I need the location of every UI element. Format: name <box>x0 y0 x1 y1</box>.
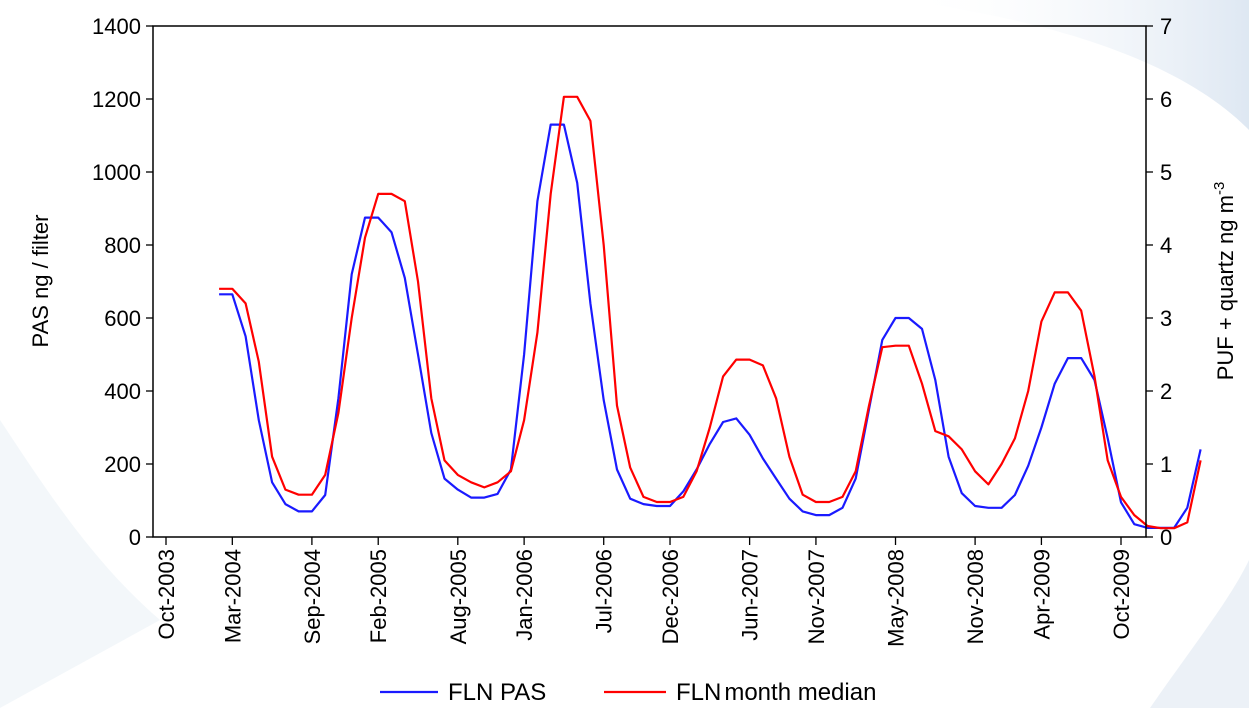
x-tick-label: Jan-2006 <box>512 549 537 641</box>
y-right-tick-label: 7 <box>1160 14 1172 39</box>
legend: FLN PAS FLN month median <box>380 679 876 706</box>
y-left-tick-label: 1400 <box>92 14 141 39</box>
x-tick-label: Feb-2005 <box>366 549 391 643</box>
x-tick-label: Nov-2008 <box>963 549 988 644</box>
y-left-tick-label: 800 <box>104 233 141 258</box>
series-line-fln-pas <box>219 123 1202 530</box>
legend-label-pas: FLN PAS <box>448 679 546 706</box>
y-right-tick-label: 2 <box>1160 379 1172 404</box>
plot-frame <box>152 25 1147 538</box>
y-right-tick-label: 5 <box>1160 160 1172 185</box>
y-left-axis-title: PAS ng / filter <box>28 215 53 348</box>
y-left-tick-label: 400 <box>104 379 141 404</box>
x-tick-label: Aug-2005 <box>446 549 471 644</box>
y-left-tick-label: 1000 <box>92 160 141 185</box>
x-tick-label: Nov-2007 <box>804 549 829 644</box>
x-axis: Oct-2003 Mar-2004 Sep-2004 Feb-2005 Aug-2005… <box>154 537 1134 647</box>
x-tick-label: May-2008 <box>884 549 909 647</box>
y-right-tick-label: 1 <box>1160 452 1172 477</box>
x-tick-label: Oct-2009 <box>1109 549 1134 640</box>
y-left-tick-label: 600 <box>104 306 141 331</box>
y-right-tick-label: 0 <box>1160 525 1172 550</box>
y-left-tick-label: 1200 <box>92 87 141 112</box>
x-tick-label: Jun-2007 <box>738 549 763 641</box>
x-tick-label: Dec-2006 <box>658 549 683 644</box>
y-left-tick-label: 0 <box>129 525 141 550</box>
x-tick-label: Apr-2009 <box>1029 549 1054 640</box>
series-line-fln-month-median <box>219 95 1202 530</box>
series-layer <box>219 95 1202 530</box>
x-tick-label: Mar-2004 <box>220 549 245 643</box>
y-right-axis-title: PUF + quartz ng m-3 <box>1211 182 1238 381</box>
y-left-tick-label: 200 <box>104 452 141 477</box>
x-tick-label: Jul-2006 <box>592 549 617 633</box>
y-right-tick-label: 6 <box>1160 87 1172 112</box>
legend-label-median: FLN month median <box>676 679 876 706</box>
y-right-tick-label: 3 <box>1160 306 1172 331</box>
y-left-axis: 0 200 400 600 800 1000 1200 1400 <box>92 14 153 550</box>
x-tick-label: Oct-2003 <box>154 549 179 640</box>
x-tick-label: Sep-2004 <box>300 549 325 644</box>
y-right-axis: 0 1 2 3 4 5 6 7 <box>1146 14 1172 550</box>
y-right-tick-label: 4 <box>1160 233 1172 258</box>
